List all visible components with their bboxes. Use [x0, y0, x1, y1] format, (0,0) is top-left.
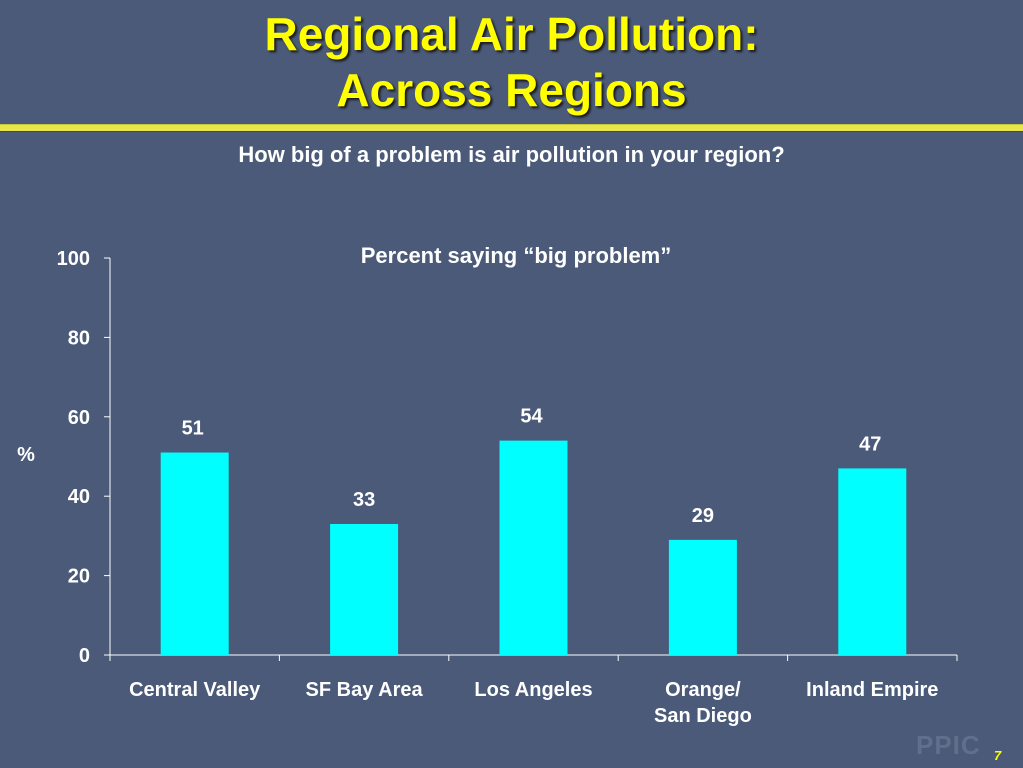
page-number: 7	[994, 748, 1002, 763]
x-tick-label: Los Angeles	[474, 679, 592, 701]
y-tick-label: 80	[68, 327, 90, 349]
x-tick-label: SF Bay Area	[306, 679, 424, 701]
bar	[838, 468, 907, 655]
chart-labels: 51 Central Valley 33 SF Bay Area 54 Los Angel…	[129, 406, 938, 727]
ppic-logo: PPIC	[916, 730, 981, 760]
y-tick-label: 60	[68, 407, 90, 429]
title-divider	[0, 124, 1023, 132]
x-tick-label: Inland Empire	[806, 679, 938, 701]
y-axis-label: %	[17, 444, 35, 466]
bar-value-label: 33	[353, 489, 375, 511]
y-tick-label: 100	[57, 248, 90, 270]
bar-value-label: 47	[859, 433, 881, 455]
x-tick-label: Central Valley	[129, 679, 261, 701]
bar-value-label: 29	[692, 505, 714, 527]
chart-axes: 0 20 40 60 80 100	[57, 248, 958, 667]
slide-title: Regional Air Pollution: Across Regions	[0, 6, 1023, 118]
y-tick-label: 20	[68, 566, 90, 588]
y-tick-label: 40	[68, 486, 90, 508]
x-tick-label: Orange/	[665, 679, 741, 701]
x-tick-label: San Diego	[654, 705, 752, 727]
chart-title: Percent saying “big problem”	[361, 243, 672, 268]
slide-title-line-2: Across Regions	[336, 64, 687, 116]
bar	[499, 440, 568, 655]
survey-question: How big of a problem is air pollution in…	[238, 142, 785, 167]
bar	[668, 539, 737, 655]
chart-bars	[160, 440, 907, 655]
slide-title-line-1: Regional Air Pollution:	[264, 8, 759, 60]
bar	[160, 452, 229, 655]
bar-value-label: 54	[520, 406, 543, 428]
y-tick-label: 0	[79, 645, 90, 667]
bar-value-label: 51	[182, 418, 204, 440]
bar	[330, 523, 399, 655]
